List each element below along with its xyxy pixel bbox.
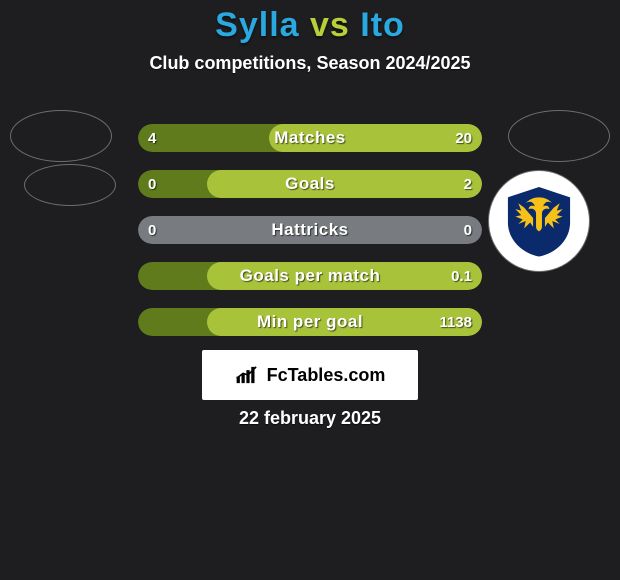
stat-row: Min per goal1138 xyxy=(138,308,482,336)
club-badge-icon xyxy=(502,184,576,258)
stat-value-right: 0 xyxy=(454,216,482,244)
stat-row: Goals0 2 xyxy=(138,170,482,198)
stat-value-left: 0 xyxy=(138,170,166,198)
player1-avatar xyxy=(10,110,112,162)
player2-avatar xyxy=(508,110,610,162)
stat-value-right: 20 xyxy=(445,124,482,152)
brand-chart-icon xyxy=(235,364,261,386)
title-player1: Sylla xyxy=(215,6,299,44)
comparison-subtitle: Club competitions, Season 2024/2025 xyxy=(0,53,620,74)
brand-badge: FcTables.com xyxy=(202,350,418,400)
brand-text: FcTables.com xyxy=(267,365,386,386)
title-vs: vs xyxy=(310,6,350,44)
player2-club-badge xyxy=(488,170,590,272)
stat-value-right: 1138 xyxy=(429,308,482,336)
stat-label: Hattricks xyxy=(138,216,482,244)
stat-value-right: 2 xyxy=(454,170,482,198)
stat-row: Goals per match0.1 xyxy=(138,262,482,290)
comparison-title: Sylla vs Ito xyxy=(0,0,620,45)
stat-row: Hattricks0 0 xyxy=(138,216,482,244)
stat-bars: Matches420Goals02Hattricks00Goals per ma… xyxy=(138,124,482,354)
stat-label: Matches xyxy=(138,124,482,152)
player1-club-avatar xyxy=(24,164,116,206)
stat-value-left: 0 xyxy=(138,216,166,244)
title-player2: Ito xyxy=(360,6,405,44)
stat-value-left: 4 xyxy=(138,124,166,152)
snapshot-date: 22 february 2025 xyxy=(0,408,620,429)
stat-label: Goals xyxy=(138,170,482,198)
stat-row: Matches4 20 xyxy=(138,124,482,152)
stat-label: Goals per match xyxy=(138,262,482,290)
stat-value-right: 0.1 xyxy=(441,262,482,290)
